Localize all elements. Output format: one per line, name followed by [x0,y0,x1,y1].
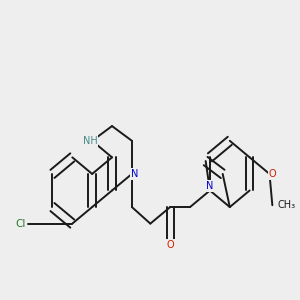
Text: N: N [206,181,214,191]
Text: CH₃: CH₃ [278,200,296,210]
Text: NH: NH [82,136,97,146]
Text: Cl: Cl [15,219,26,229]
Text: O: O [268,169,276,179]
Text: O: O [167,240,174,250]
Text: N: N [131,169,138,179]
